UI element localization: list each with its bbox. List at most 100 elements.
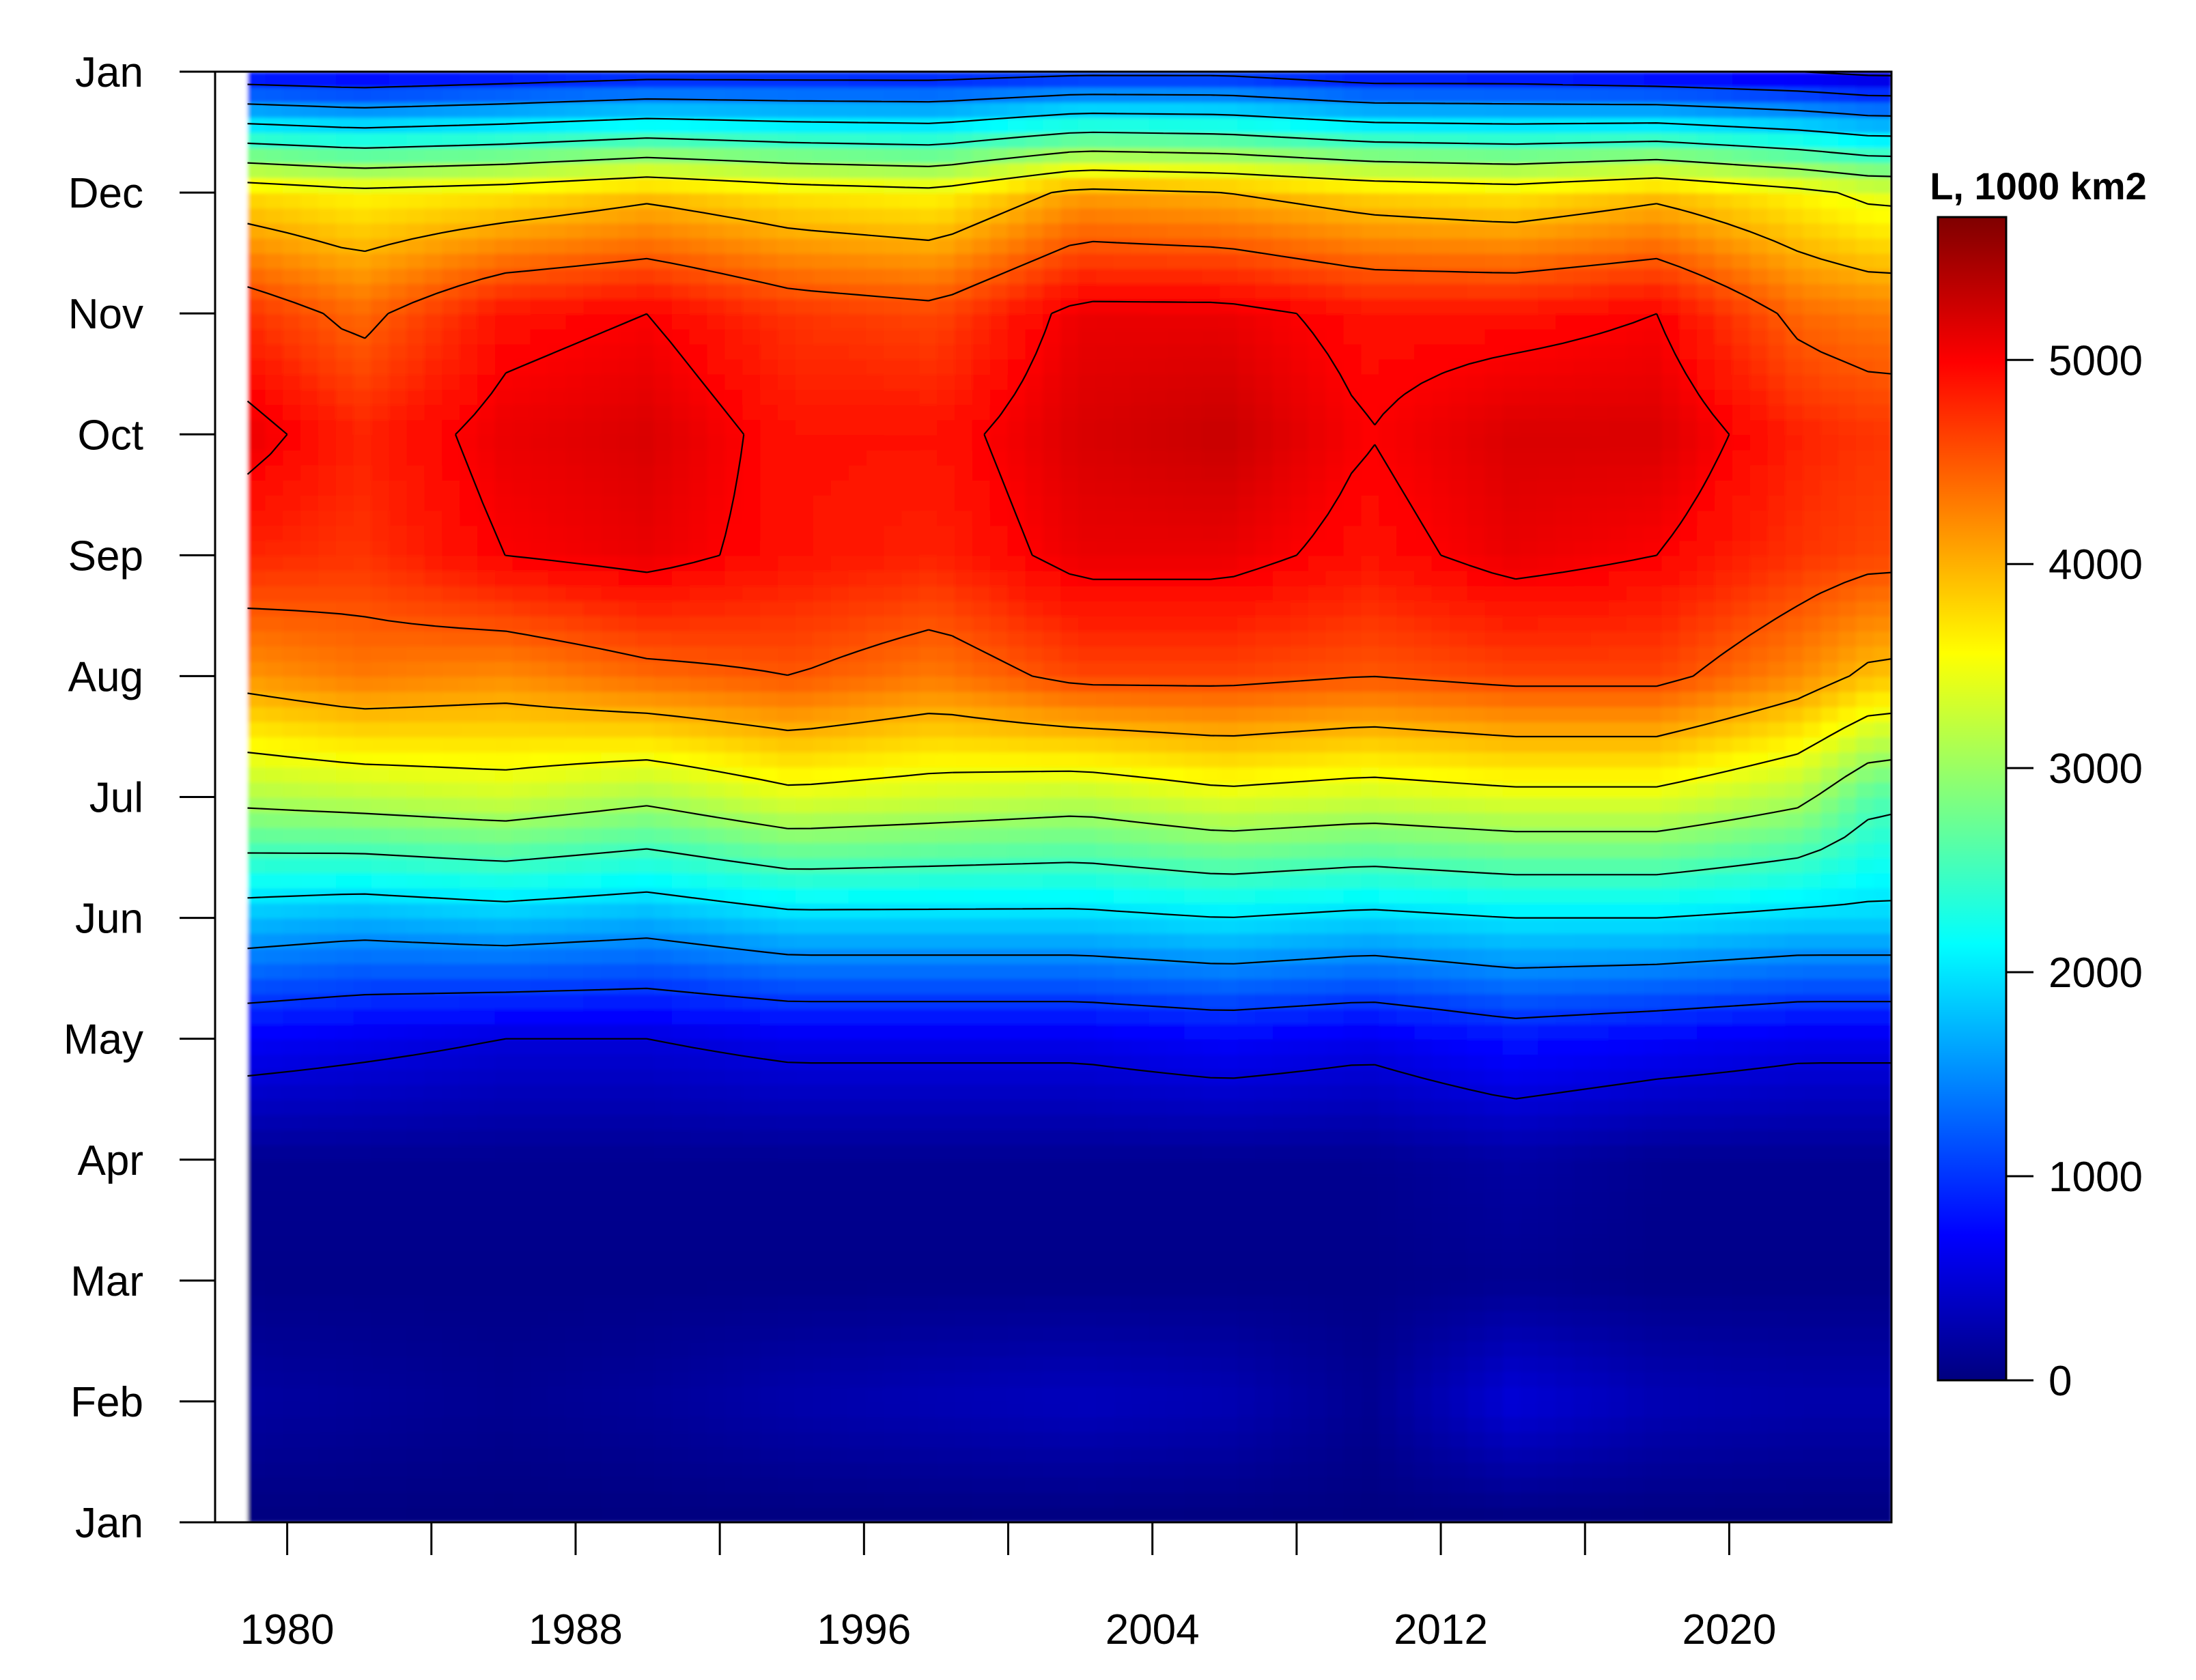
heatmap-cell bbox=[389, 1432, 408, 1448]
heatmap-cell bbox=[1679, 1205, 1698, 1221]
heatmap-cell bbox=[424, 1174, 443, 1191]
heatmap-cell bbox=[1290, 1341, 1309, 1357]
heatmap-cell bbox=[813, 842, 832, 859]
heatmap-cell bbox=[1697, 767, 1716, 783]
heatmap-cell bbox=[300, 1129, 320, 1145]
heatmap-cell bbox=[1273, 1084, 1292, 1100]
heatmap-cell bbox=[442, 1053, 461, 1070]
heatmap-cell bbox=[848, 1326, 867, 1342]
heatmap-cell bbox=[300, 1432, 320, 1448]
heatmap-cell bbox=[460, 1296, 479, 1312]
heatmap-cell bbox=[653, 1326, 673, 1342]
heatmap-cell bbox=[247, 1053, 266, 1070]
heatmap-cell bbox=[1308, 993, 1327, 1010]
heatmap-cell bbox=[901, 1447, 920, 1463]
heatmap-cell bbox=[1166, 1205, 1185, 1221]
heatmap-cell bbox=[1715, 812, 1734, 828]
heatmap-cell bbox=[1449, 767, 1468, 783]
heatmap-cell bbox=[1025, 1129, 1044, 1145]
heatmap-cell bbox=[1644, 827, 1663, 844]
heatmap-cell bbox=[1767, 1038, 1786, 1055]
heatmap-cell bbox=[1556, 872, 1575, 889]
heatmap-cell bbox=[671, 1371, 690, 1387]
heatmap-cell bbox=[247, 1144, 266, 1161]
heatmap-cell bbox=[1308, 1341, 1327, 1357]
heatmap-cell bbox=[477, 721, 496, 738]
heatmap-cell bbox=[1626, 948, 1645, 965]
heatmap-cell bbox=[760, 872, 779, 889]
heatmap-cell bbox=[424, 887, 443, 904]
heatmap-cell bbox=[494, 1341, 513, 1357]
heatmap-cell bbox=[300, 1416, 320, 1433]
heatmap-cell bbox=[1520, 948, 1539, 965]
heatmap-cell bbox=[955, 963, 974, 980]
heatmap-cell bbox=[389, 782, 408, 798]
heatmap-cell bbox=[247, 917, 266, 934]
heatmap-cell bbox=[1467, 1099, 1486, 1115]
heatmap-cell bbox=[1060, 1068, 1080, 1085]
heatmap-cell bbox=[1767, 1462, 1786, 1478]
heatmap-cell bbox=[972, 1038, 991, 1055]
heatmap-cell bbox=[1379, 857, 1398, 874]
heatmap-cell bbox=[955, 1068, 974, 1085]
heatmap-cell bbox=[1273, 1265, 1292, 1281]
heatmap-cell bbox=[653, 857, 673, 874]
heatmap-cell bbox=[1096, 1205, 1115, 1221]
heatmap-cell bbox=[1732, 963, 1751, 980]
heatmap-cell bbox=[955, 1174, 974, 1191]
heatmap-cell bbox=[1749, 1114, 1769, 1130]
heatmap-cell bbox=[1715, 963, 1734, 980]
heatmap-cell bbox=[336, 1190, 355, 1206]
heatmap-cell bbox=[1856, 1356, 1875, 1372]
heatmap-cell bbox=[424, 963, 443, 980]
heatmap-cell bbox=[1679, 978, 1698, 995]
heatmap-cell bbox=[353, 1190, 372, 1206]
heatmap-cell bbox=[1785, 1341, 1804, 1357]
heatmap-cell bbox=[1043, 1371, 1062, 1387]
heatmap-cell bbox=[1149, 1462, 1168, 1478]
heatmap-cell bbox=[565, 797, 585, 813]
heatmap-cell bbox=[724, 857, 744, 874]
heatmap-cell bbox=[530, 917, 549, 934]
heatmap-cell bbox=[1679, 1008, 1698, 1025]
heatmap-cell bbox=[583, 827, 602, 844]
heatmap-cell bbox=[1467, 1462, 1486, 1478]
heatmap-cell bbox=[1644, 1416, 1663, 1433]
heatmap-cell bbox=[1502, 1250, 1521, 1266]
heatmap-cell bbox=[1820, 1296, 1840, 1312]
heatmap-cell bbox=[1220, 1114, 1239, 1130]
heatmap-cell bbox=[1573, 1235, 1592, 1251]
heatmap-cell bbox=[671, 993, 690, 1010]
heatmap-cell bbox=[265, 827, 284, 844]
heatmap-cell bbox=[636, 1008, 656, 1025]
heatmap-cell bbox=[548, 887, 567, 904]
heatmap-cell bbox=[460, 1280, 479, 1297]
heatmap-cell bbox=[955, 1159, 974, 1176]
heatmap-cell bbox=[884, 1250, 903, 1266]
heatmap-cell bbox=[1220, 1386, 1239, 1403]
heatmap-cell bbox=[1573, 1447, 1592, 1463]
heatmap-cell bbox=[300, 706, 320, 722]
heatmap-cell bbox=[1308, 1053, 1327, 1070]
heatmap-cell bbox=[1874, 1280, 1891, 1297]
heatmap-cell bbox=[336, 1462, 355, 1478]
heatmap-cell bbox=[1626, 1311, 1645, 1327]
heatmap-cell bbox=[724, 1008, 744, 1025]
heatmap-cell bbox=[1202, 887, 1221, 904]
heatmap-cell bbox=[1608, 1008, 1627, 1025]
heatmap-cell bbox=[1715, 1492, 1734, 1508]
heatmap-cell bbox=[494, 1507, 513, 1522]
heatmap-cell bbox=[1644, 993, 1663, 1010]
heatmap-cell bbox=[778, 1447, 797, 1463]
heatmap-cell bbox=[1484, 1099, 1504, 1115]
heatmap-cell bbox=[601, 1190, 620, 1206]
heatmap-cell bbox=[919, 1280, 938, 1297]
heatmap-cell bbox=[1273, 767, 1292, 783]
heatmap-cell bbox=[989, 1462, 1009, 1478]
heatmap-cell bbox=[1644, 1250, 1663, 1266]
heatmap-cell bbox=[1255, 1190, 1274, 1206]
heatmap-cell bbox=[1273, 993, 1292, 1010]
heatmap-cell bbox=[653, 1416, 673, 1433]
heatmap-cell bbox=[1608, 1190, 1627, 1206]
heatmap-cell bbox=[955, 827, 974, 844]
